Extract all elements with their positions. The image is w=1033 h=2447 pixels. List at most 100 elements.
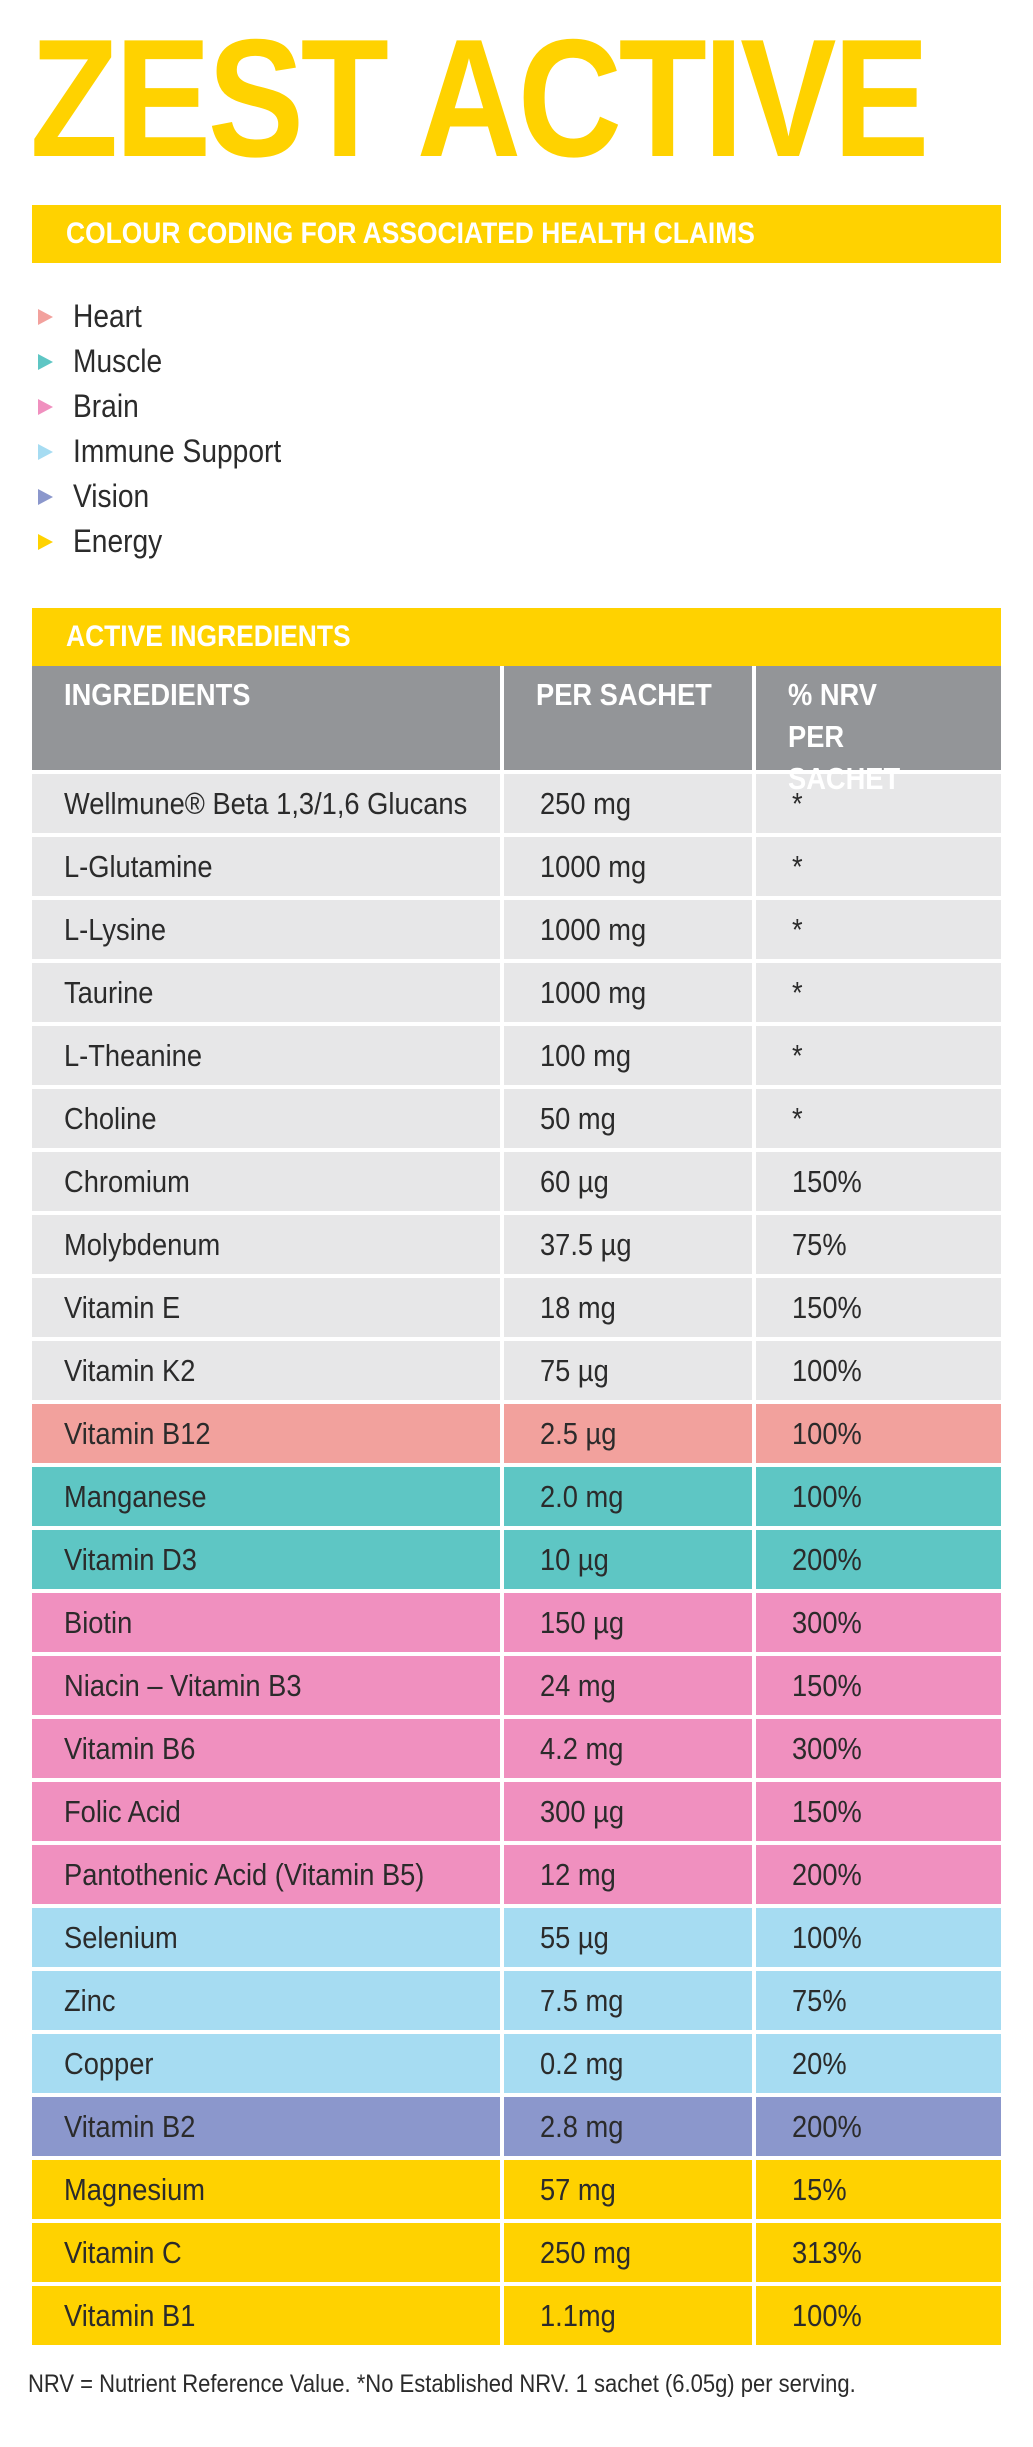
- legend-label: Brain: [73, 388, 139, 424]
- ingredient-name-cell: Vitamin D3: [32, 1530, 504, 1589]
- nrv-cell: 300%: [792, 1605, 862, 1640]
- nrv-cell: *: [792, 975, 803, 1010]
- ingredient-name-cell: Biotin: [32, 1593, 504, 1652]
- ingredient-name-cell: Selenium: [32, 1908, 504, 1967]
- legend-item: Immune Support: [36, 429, 310, 474]
- table-row: Copper 0.2 mg 20%: [32, 2034, 1001, 2097]
- legend-item: Brain: [36, 384, 310, 429]
- ingredient-name-cell: Niacin – Vitamin B3: [32, 1656, 504, 1715]
- nrv-cell: 75%: [792, 1983, 847, 2018]
- ingredient-name-cell: Vitamin B2: [32, 2097, 504, 2156]
- ingredient-name-cell: L-Theanine: [32, 1026, 504, 1085]
- nrv-cell: 150%: [792, 1794, 862, 1829]
- legend-label: Energy: [73, 523, 163, 559]
- per-sachet-cell: 75 µg: [504, 1341, 756, 1400]
- table-row: Vitamin B12 2.5 µg 100%: [32, 1404, 1001, 1467]
- table-row: Wellmune® Beta 1,3/1,6 Glucans 250 mg *: [32, 774, 1001, 837]
- nrv-cell: 150%: [792, 1290, 862, 1325]
- legend-label: Immune Support: [73, 433, 282, 469]
- table-row: Zinc 7.5 mg 75%: [32, 1971, 1001, 2034]
- per-sachet-cell: 2.8 mg: [504, 2097, 756, 2156]
- table-header-row: INGREDIENTS PER SACHET % NRV PER SACHET: [32, 666, 1001, 796]
- per-sachet-cell: 55 µg: [504, 1908, 756, 1967]
- per-sachet-cell: 1000 mg: [504, 900, 756, 959]
- table-row: Molybdenum 37.5 µg 75%: [32, 1215, 1001, 1278]
- table-row: Vitamin B1 1.1mg 100%: [32, 2286, 1001, 2349]
- ingredient-name-cell: Pantothenic Acid (Vitamin B5): [32, 1845, 504, 1904]
- column-header-nrv: % NRV PER SACHET: [788, 677, 901, 796]
- ingredient-name-cell: Manganese: [32, 1467, 504, 1526]
- table-row: Pantothenic Acid (Vitamin B5) 12 mg 200%: [32, 1845, 1001, 1908]
- nrv-cell: *: [792, 912, 803, 947]
- table-row: Vitamin D3 10 µg 200%: [32, 1530, 1001, 1593]
- ingredient-name-cell: Wellmune® Beta 1,3/1,6 Glucans: [32, 774, 504, 833]
- triangle-bullet-icon: [38, 533, 53, 550]
- table-row: L-Glutamine 1000 mg *: [32, 837, 1001, 900]
- nrv-cell: 15%: [792, 2172, 847, 2207]
- ingredient-name-cell: Vitamin B6: [32, 1719, 504, 1778]
- table-row: Folic Acid 300 µg 150%: [32, 1782, 1001, 1845]
- ingredient-name-cell: L-Glutamine: [32, 837, 504, 896]
- per-sachet-cell: 60 µg: [504, 1152, 756, 1211]
- per-sachet-cell: 4.2 mg: [504, 1719, 756, 1778]
- per-sachet-cell: 37.5 µg: [504, 1215, 756, 1274]
- per-sachet-cell: 1.1mg: [504, 2286, 756, 2345]
- table-row: Choline 50 mg *: [32, 1089, 1001, 1152]
- per-sachet-cell: 150 µg: [504, 1593, 756, 1652]
- footnote: NRV = Nutrient Reference Value. *No Esta…: [28, 2370, 856, 2398]
- per-sachet-cell: 2.5 µg: [504, 1404, 756, 1463]
- table-row: Manganese 2.0 mg 100%: [32, 1467, 1001, 1530]
- ingredients-table: INGREDIENTS PER SACHET % NRV PER SACHET …: [32, 666, 1001, 2349]
- per-sachet-cell: 18 mg: [504, 1278, 756, 1337]
- nrv-cell: 100%: [792, 1479, 862, 1514]
- legend-item: Heart: [36, 294, 310, 339]
- table-row: Taurine 1000 mg *: [32, 963, 1001, 1026]
- active-ingredients-header: ACTIVE INGREDIENTS: [32, 608, 1001, 666]
- nrv-cell: 20%: [792, 2046, 847, 2081]
- legend-item: Muscle: [36, 339, 310, 384]
- page-title: ZEST ACTIVE: [30, 4, 929, 192]
- triangle-bullet-icon: [38, 308, 53, 325]
- per-sachet-cell: 250 mg: [504, 774, 756, 833]
- triangle-bullet-icon: [38, 353, 53, 370]
- triangle-bullet-icon: [38, 443, 53, 460]
- per-sachet-cell: 1000 mg: [504, 837, 756, 896]
- table-row: Chromium 60 µg 150%: [32, 1152, 1001, 1215]
- nrv-cell: 150%: [792, 1668, 862, 1703]
- nrv-cell: 100%: [792, 1920, 862, 1955]
- table-row: Biotin 150 µg 300%: [32, 1593, 1001, 1656]
- nrv-cell: 313%: [792, 2235, 862, 2270]
- colour-coding-header: COLOUR CODING FOR ASSOCIATED HEALTH CLAI…: [32, 205, 1001, 263]
- colour-legend: Heart Muscle Brain Immune Support Vision Ener…: [36, 294, 310, 564]
- per-sachet-cell: 300 µg: [504, 1782, 756, 1841]
- ingredient-name-cell: Taurine: [32, 963, 504, 1022]
- table-row: Niacin – Vitamin B3 24 mg 150%: [32, 1656, 1001, 1719]
- legend-label: Vision: [73, 478, 150, 514]
- ingredient-name-cell: Copper: [32, 2034, 504, 2093]
- ingredient-name-cell: L-Lysine: [32, 900, 504, 959]
- table-row: Vitamin E 18 mg 150%: [32, 1278, 1001, 1341]
- ingredient-name-cell: Vitamin B12: [32, 1404, 504, 1463]
- table-row: Magnesium 57 mg 15%: [32, 2160, 1001, 2223]
- ingredient-name-cell: Zinc: [32, 1971, 504, 2030]
- table-row: Vitamin B2 2.8 mg 200%: [32, 2097, 1001, 2160]
- nrv-cell: 150%: [792, 1164, 862, 1199]
- per-sachet-cell: 2.0 mg: [504, 1467, 756, 1526]
- nrv-cell: *: [792, 1038, 803, 1073]
- nrv-cell: 200%: [792, 2109, 862, 2144]
- nrv-cell: *: [792, 1101, 803, 1136]
- nrv-cell: 100%: [792, 1353, 862, 1388]
- nrv-cell: 100%: [792, 2298, 862, 2333]
- ingredient-name-cell: Vitamin B1: [32, 2286, 504, 2345]
- nrv-cell: 100%: [792, 1416, 862, 1451]
- table-row: Vitamin B6 4.2 mg 300%: [32, 1719, 1001, 1782]
- per-sachet-cell: 12 mg: [504, 1845, 756, 1904]
- legend-item: Energy: [36, 519, 310, 564]
- table-body: Wellmune® Beta 1,3/1,6 Glucans 250 mg * L-G…: [32, 774, 1001, 2349]
- nrv-cell: 75%: [792, 1227, 847, 1262]
- ingredient-name-cell: Magnesium: [32, 2160, 504, 2219]
- table-row: L-Theanine 100 mg *: [32, 1026, 1001, 1089]
- column-header-ingredients: INGREDIENTS: [32, 666, 504, 770]
- nrv-cell: 300%: [792, 1731, 862, 1766]
- column-header-per-sachet: PER SACHET: [504, 666, 756, 770]
